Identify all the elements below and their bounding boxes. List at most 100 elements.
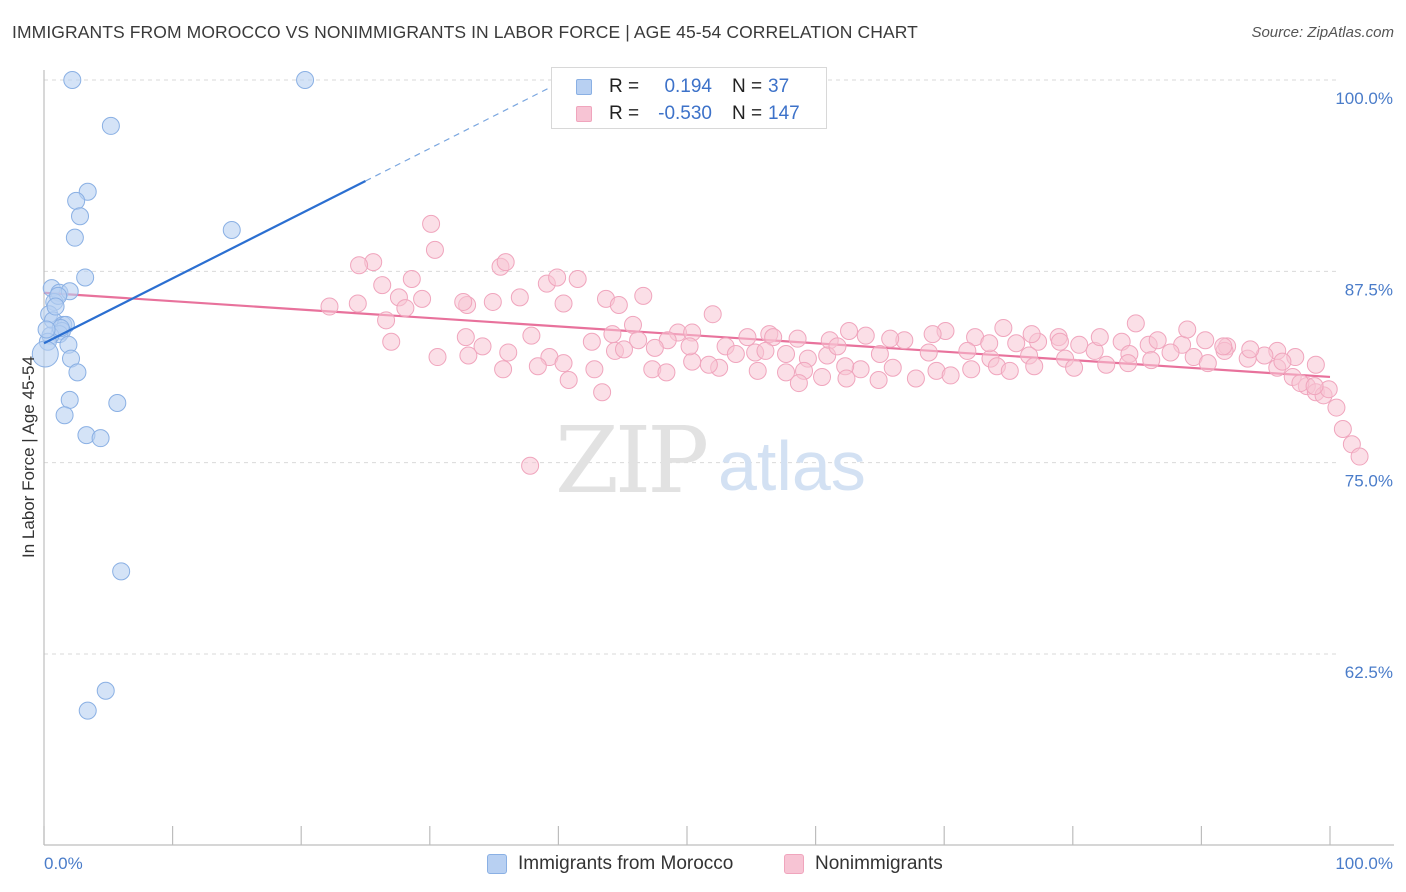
nonimmigrant-point: [840, 322, 859, 341]
stats-legend: R = 0.194 N = 37 R = -0.530 N = 147: [551, 67, 827, 129]
nonimmigrant-point: [499, 343, 518, 362]
morocco-point: [91, 429, 110, 448]
nonimmigrant-point: [1350, 447, 1369, 466]
morocco-point: [71, 207, 90, 226]
nonimmigrant-point: [777, 344, 796, 363]
y-tick-label: 100.0%: [1335, 89, 1393, 108]
x-tick-label: 100.0%: [1335, 854, 1393, 873]
r-label: R =: [609, 103, 640, 124]
nonimmigrant-point: [1119, 354, 1138, 373]
nonimmigrant-point: [994, 318, 1013, 337]
nonimmigrant-point: [1148, 331, 1167, 350]
y-axis-label: In Labor Force | Age 45-54: [19, 356, 38, 558]
nonimmigrant-point: [593, 383, 612, 402]
watermark-atlas: atlas: [718, 427, 866, 505]
legend-label-nonimmigrants: Nonimmigrants: [815, 853, 943, 874]
nonimmigrant-point: [941, 366, 960, 385]
morocco-point: [222, 221, 241, 240]
morocco-point: [67, 191, 86, 210]
nonimmigrant-point: [402, 269, 421, 288]
nonimmigrant-point: [483, 292, 502, 311]
nonimmigrant-point: [1025, 357, 1044, 376]
r-label: R =: [609, 76, 640, 97]
x-tick-label: 0.0%: [44, 854, 83, 873]
morocco-point: [46, 297, 65, 316]
nonimmigrant-point: [428, 348, 447, 367]
nonimmigrant-point: [377, 311, 396, 330]
nonimmigrant-point: [623, 315, 642, 334]
nonimmigrant-point: [629, 331, 648, 350]
nonimmigrant-point: [919, 343, 938, 362]
nonimmigrant-point: [1065, 358, 1084, 377]
nonimmigrant-point: [585, 360, 604, 379]
nonimmigrant-point: [1306, 355, 1325, 374]
stats-row-nonimmigrants: R = -0.530 N = 147: [552, 101, 826, 127]
morocco-point: [63, 71, 82, 89]
morocco-point: [101, 116, 120, 135]
series-legend: Immigrants from Morocco Nonimmigrants: [0, 852, 1406, 878]
nonimmigrant-point: [906, 369, 925, 388]
nonimmigrant-point: [634, 286, 653, 305]
chart-title: IMMIGRANTS FROM MOROCCO VS NONIMMIGRANTS…: [12, 22, 918, 42]
watermark-zip: ZIP: [555, 407, 706, 514]
nonimmigrant-point: [1161, 343, 1180, 362]
n-label: N =: [732, 76, 763, 97]
nonimmigrant-point: [422, 214, 441, 233]
nonimmigrant-point: [777, 363, 796, 382]
nonimmigrant-point: [1198, 354, 1217, 373]
nonimmigrant-point: [568, 269, 587, 288]
nonimmigrant-point: [1305, 377, 1324, 396]
morocco-point: [78, 701, 97, 720]
swatch-blue: [576, 79, 592, 95]
nonimmigrants-points: [320, 214, 1369, 475]
nonimmigrant-point: [396, 299, 415, 318]
y-tick-label: 75.0%: [1345, 472, 1393, 491]
morocco-point: [37, 320, 56, 339]
nonimmigrant-point: [528, 357, 547, 376]
nonimmigrant-point: [1327, 398, 1346, 417]
nonimmigrant-point: [813, 367, 832, 386]
n-value: 147: [768, 103, 800, 124]
legend-swatch-pink: [784, 854, 804, 874]
nonimmigrant-point: [789, 374, 808, 393]
nonimmigrant-point: [883, 358, 902, 377]
nonimmigrant-point: [680, 337, 699, 356]
nonimmigrant-point: [1196, 331, 1215, 350]
morocco-point: [112, 562, 131, 581]
nonimmigrant-point: [454, 292, 473, 311]
morocco-point: [76, 268, 95, 287]
nonimmigrant-point: [614, 340, 633, 359]
nonimmigrant-point: [1050, 332, 1069, 351]
axes: [43, 70, 1394, 846]
morocco-points: [31, 71, 315, 720]
nonimmigrant-point: [1126, 314, 1145, 333]
nonimmigrant-point: [738, 328, 757, 347]
nonimmigrant-point: [726, 344, 745, 363]
nonimmigrant-point: [350, 256, 369, 275]
nonimmigrant-point: [788, 329, 807, 348]
nonimmigrant-point: [1097, 355, 1116, 374]
nonimmigrant-point: [1178, 320, 1197, 339]
nonimmigrant-point: [980, 334, 999, 353]
nonimmigrant-point: [1241, 340, 1260, 359]
nonimmigrant-point: [1273, 352, 1292, 371]
blue-trend-line: [43, 79, 566, 345]
nonimmigrant-point: [1007, 334, 1026, 353]
nonimmigrant-point: [425, 240, 444, 259]
nonimmigrant-point: [373, 276, 392, 295]
nonimmigrant-point: [703, 305, 722, 324]
nonimmigrant-point: [521, 456, 540, 475]
nonimmigrant-point: [382, 332, 401, 351]
morocco-point: [55, 406, 74, 425]
nonimmigrant-point: [1022, 325, 1041, 344]
morocco-point: [96, 681, 115, 700]
legend-swatch-blue: [487, 854, 507, 874]
nonimmigrant-point: [494, 360, 513, 379]
nonimmigrant-point: [320, 297, 339, 316]
nonimmigrant-point: [756, 341, 775, 360]
nonimmigrant-point: [1214, 337, 1233, 356]
nonimmigrant-point: [582, 332, 601, 351]
blue-trend-segment: [43, 180, 366, 345]
morocco-point: [108, 393, 127, 412]
